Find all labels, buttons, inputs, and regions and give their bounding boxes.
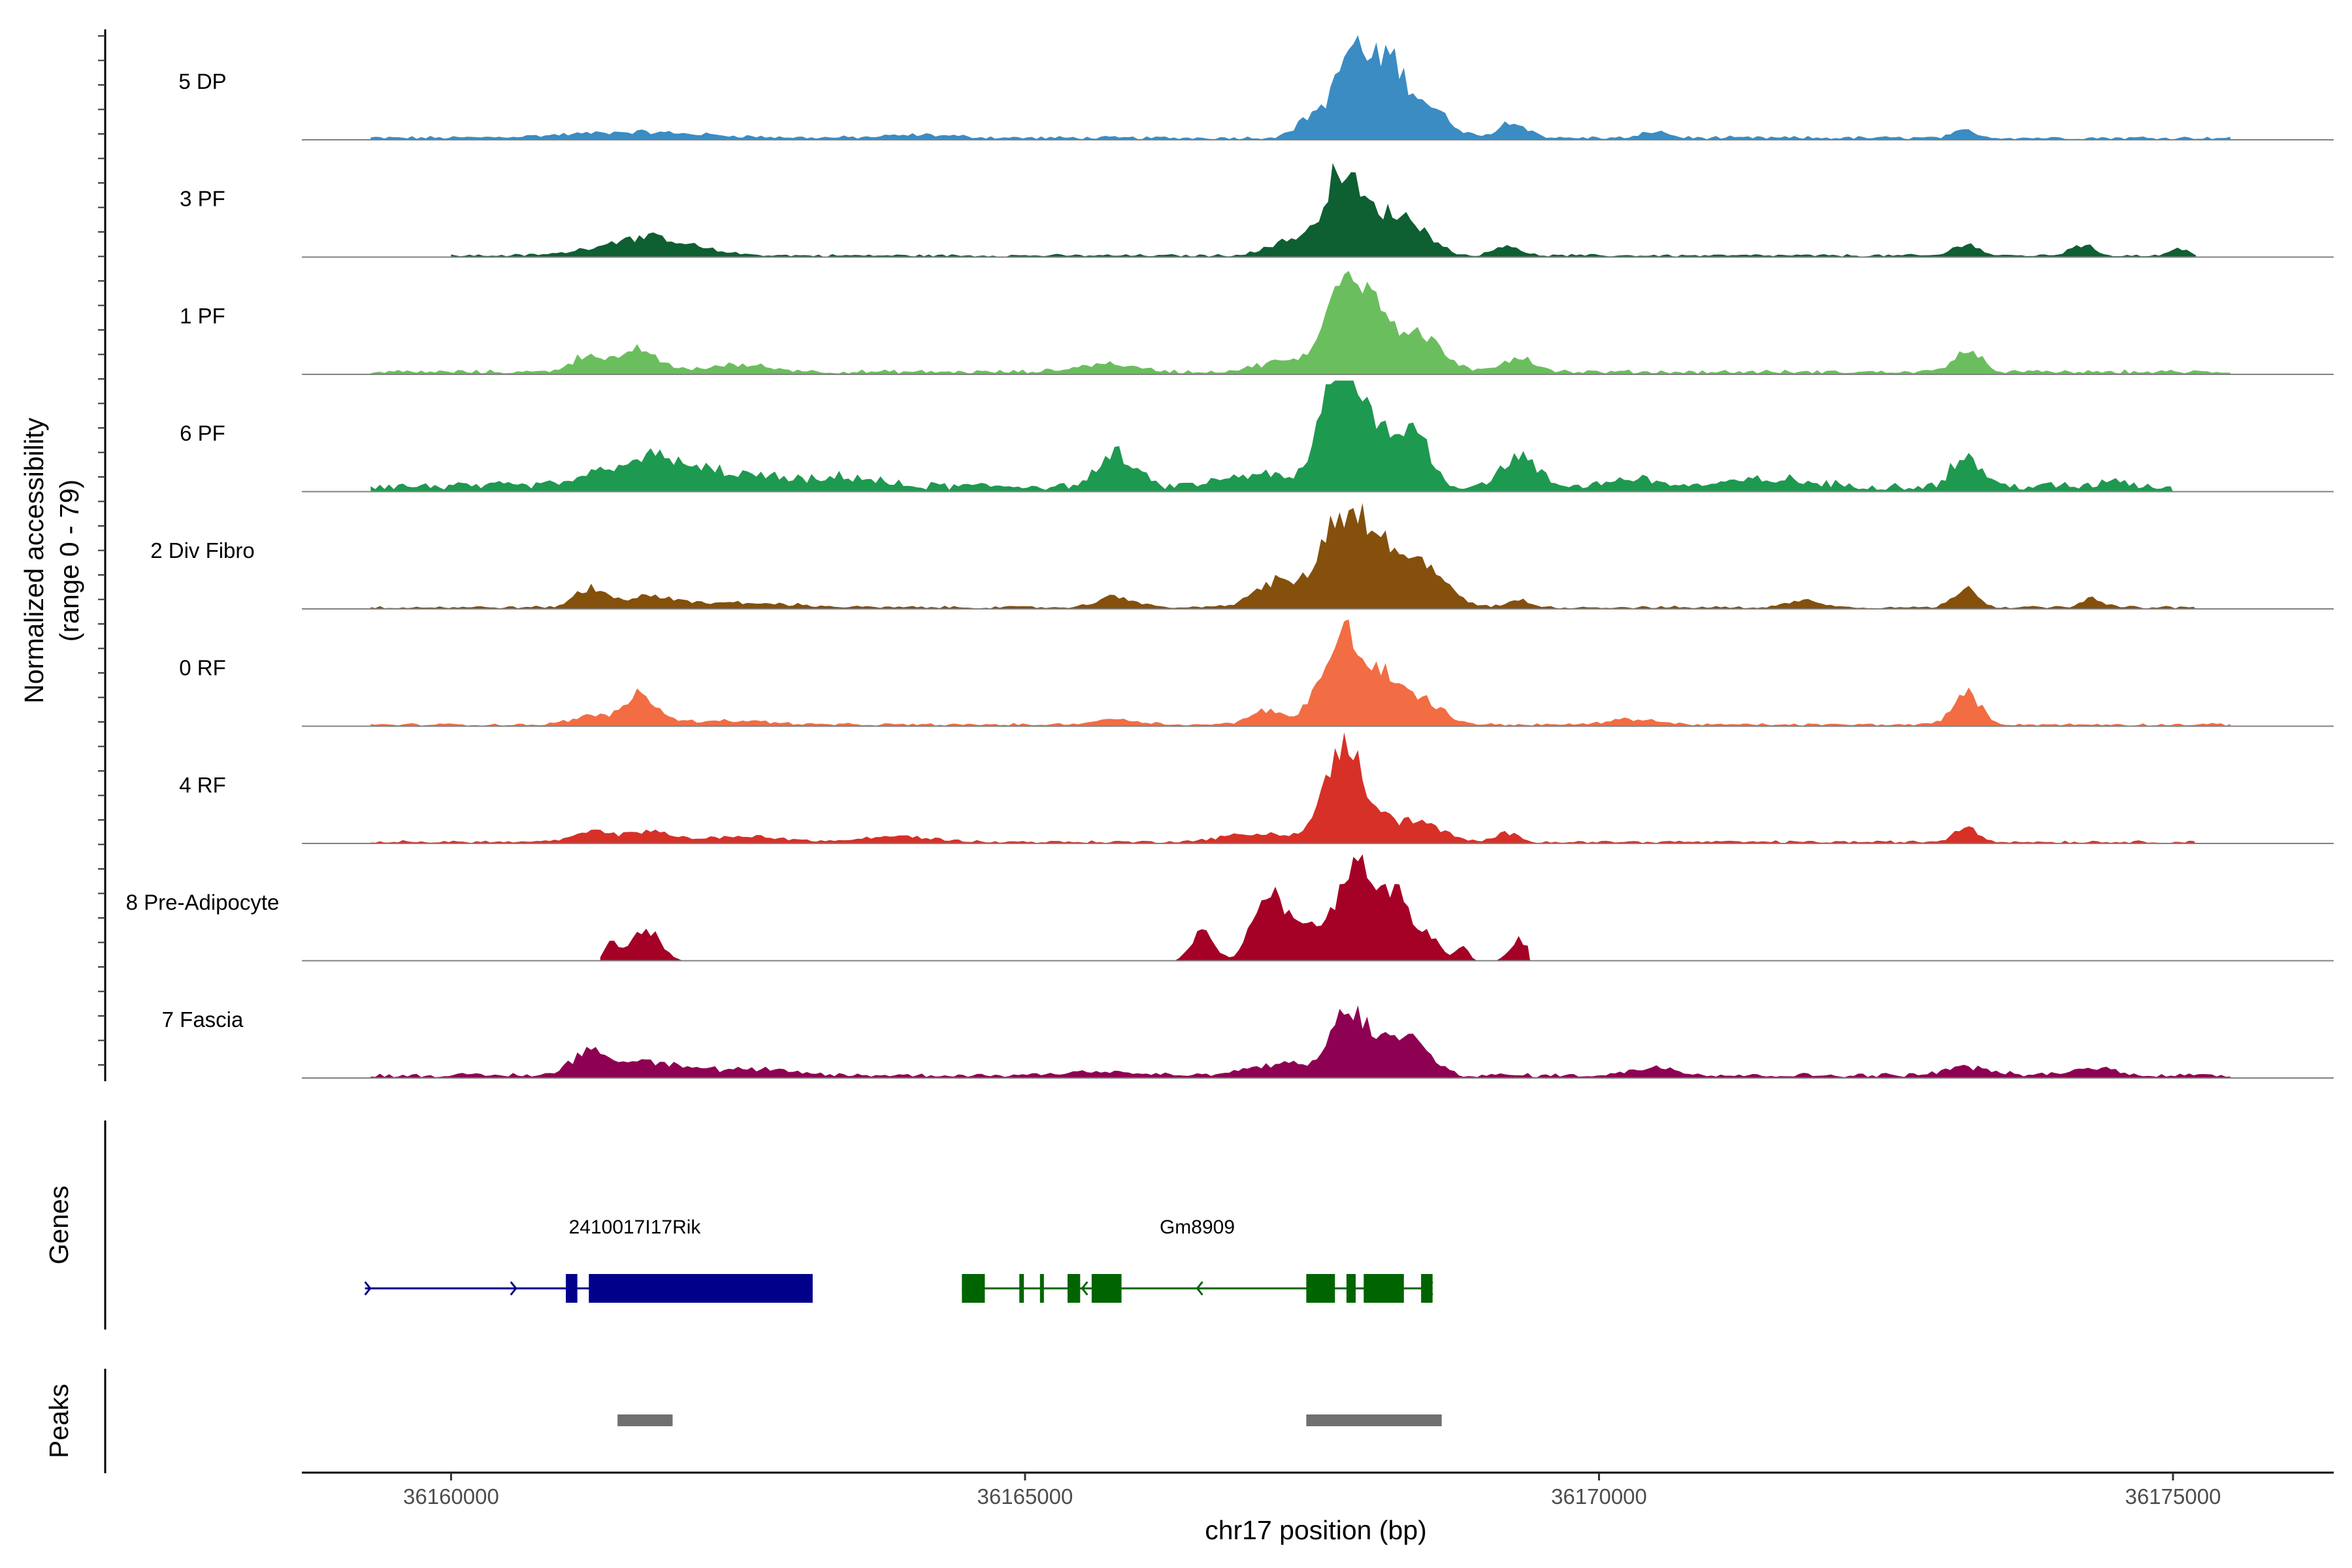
y-axis-range: (range 0 - 79) <box>54 480 84 642</box>
x-axis-title: chr17 position (bp) <box>1205 1515 1427 1545</box>
peaks-panel-title: Peaks <box>44 1384 74 1458</box>
track-5-dp: 5 DP <box>178 35 2334 140</box>
exon <box>1306 1274 1335 1303</box>
coverage-area <box>600 854 1531 961</box>
coverage-area <box>370 35 2230 140</box>
x-tick-label: 36175000 <box>2125 1484 2221 1509</box>
track-label: 8 Pre-Adipocyte <box>126 890 280 915</box>
peaks-panel <box>617 1414 1442 1426</box>
strand-arrow <box>1081 1281 1088 1296</box>
x-tick-label: 36170000 <box>1551 1484 1647 1509</box>
track-label: 1 PF <box>180 304 225 328</box>
coverage-area <box>370 380 2174 492</box>
exon <box>1346 1274 1356 1303</box>
peak-region <box>617 1414 673 1426</box>
track-label: 4 RF <box>179 773 226 797</box>
peak-region <box>1306 1414 1442 1426</box>
track-label: 6 PF <box>180 421 225 446</box>
exon <box>1421 1274 1433 1303</box>
exon <box>1039 1274 1044 1303</box>
coverage-area <box>370 732 2197 843</box>
track-label: 3 PF <box>180 187 225 211</box>
track-label: 2 Div Fibro <box>150 538 255 563</box>
genes-panel-title: Genes <box>44 1186 74 1265</box>
strand-arrow <box>364 1281 372 1296</box>
track-2-div-fibro: 2 Div Fibro <box>150 502 2334 610</box>
track-6-pf: 6 PF <box>180 380 2334 493</box>
coverage-area <box>451 163 2197 257</box>
strand-arrow <box>510 1281 517 1296</box>
track-0-rf: 0 RF <box>179 619 2334 727</box>
exon <box>566 1274 578 1303</box>
exon <box>1068 1274 1081 1303</box>
exon <box>1091 1274 1122 1303</box>
coverage-area <box>370 619 2230 727</box>
x-tick-label: 36160000 <box>403 1484 499 1509</box>
x-axis: 36160000 36165000 36170000 36175000 <box>302 1471 2334 1509</box>
exon <box>589 1274 813 1303</box>
track-3-pf: 3 PF <box>180 163 2334 258</box>
coverage-area <box>370 270 2230 374</box>
y-axis <box>98 29 106 1081</box>
x-tick-label: 36165000 <box>977 1484 1073 1509</box>
coverage-area <box>370 1005 2230 1078</box>
gene-2410017i17rik: 2410017I17Rik <box>364 1217 813 1303</box>
track-label: 7 Fascia <box>162 1007 244 1032</box>
track-1-pf: 1 PF <box>180 270 2334 375</box>
track-8-pre-adipocyte: 8 Pre-Adipocyte <box>126 854 2334 962</box>
gene-label: 2410017I17Rik <box>569 1217 702 1238</box>
exon <box>1364 1274 1404 1303</box>
gene-gm8909: Gm8909 <box>962 1217 1433 1303</box>
track-label: 5 DP <box>178 69 226 93</box>
exon <box>1019 1274 1024 1303</box>
exon <box>962 1274 985 1303</box>
coverage-tracks: 5 DP 3 PF 1 PF 6 PF 2 Div Fibro 0 RF 4 RF 8 Pre… <box>126 35 2334 1079</box>
y-axis-title: Normalized accessibility <box>19 417 49 704</box>
strand-arrow <box>1196 1281 1203 1296</box>
coverage-area <box>370 502 2197 609</box>
gene-label: Gm8909 <box>1160 1217 1235 1238</box>
track-7-fascia: 7 Fascia <box>162 1005 2334 1079</box>
track-4-rf: 4 RF <box>179 732 2334 844</box>
genes-panel: 2410017I17Rik Gm8909 <box>364 1217 1433 1303</box>
track-label: 0 RF <box>179 656 226 680</box>
